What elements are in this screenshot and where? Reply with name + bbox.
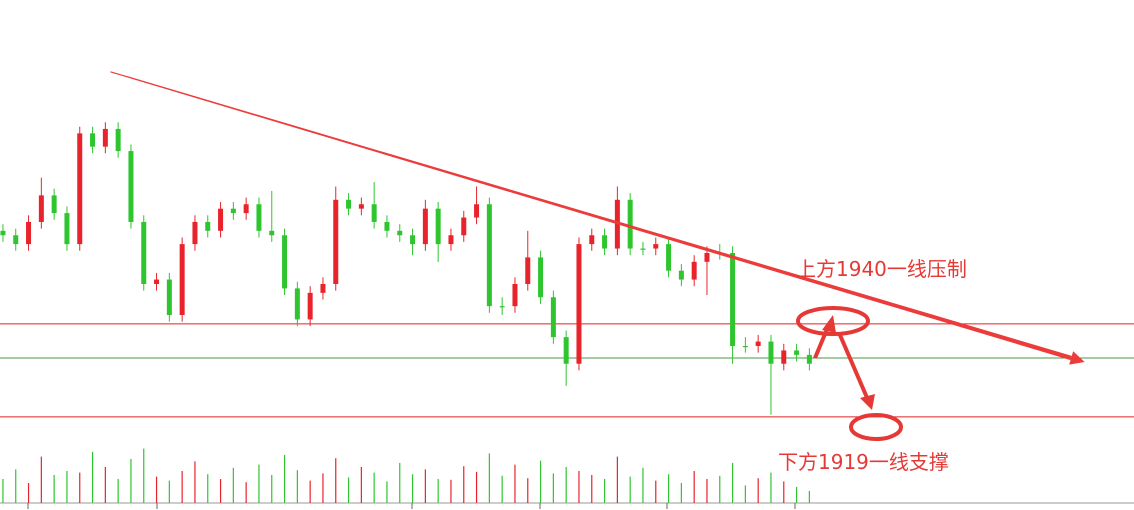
candle-body (525, 257, 531, 284)
candle-body (794, 350, 800, 355)
candle-body (704, 252, 710, 262)
candle-body (243, 204, 249, 214)
candle-body (742, 346, 748, 348)
candle-body (256, 204, 262, 231)
candle-body (90, 133, 96, 147)
plot (0, 71, 1134, 503)
candle-body (755, 341, 761, 347)
candle-body (115, 128, 121, 152)
candle-body (602, 235, 608, 249)
annotation: 下方1919一线支撑 (778, 450, 949, 474)
candle-body (371, 204, 377, 222)
candle-body (294, 288, 300, 320)
candle-body (627, 199, 633, 249)
candle-body (141, 221, 147, 284)
candle-body (346, 199, 352, 209)
candle-body (38, 195, 44, 222)
candle-body (26, 221, 32, 245)
candle-body (499, 306, 505, 308)
axis-ticks (27, 503, 796, 509)
candle-body (0, 230, 6, 236)
candle-body (205, 221, 211, 231)
annotation: 上方1940一线压制 (796, 257, 967, 281)
candle-body (448, 235, 454, 245)
candle-body (781, 350, 787, 364)
candle-body (307, 292, 313, 320)
candle-body (154, 279, 160, 284)
candle-body (64, 213, 70, 245)
candle-body (410, 235, 416, 245)
candle-body (358, 204, 364, 209)
candle-body (486, 204, 492, 307)
candle-body (768, 341, 774, 364)
candle-body (102, 128, 108, 147)
candle-body (218, 208, 224, 231)
candle-body (461, 217, 467, 236)
trend-arrowhead (1069, 351, 1085, 365)
candle-body (806, 354, 812, 364)
candle-body (282, 235, 288, 289)
candle-body (474, 204, 480, 218)
candle-body (678, 270, 684, 280)
candle-body (512, 283, 518, 307)
candle-body (640, 248, 646, 250)
candle-body (422, 208, 428, 245)
candle-body (269, 230, 275, 236)
candle-body (128, 151, 134, 222)
candle-body (179, 244, 185, 315)
trend-line (110, 71, 1072, 361)
candle-body (576, 244, 582, 364)
candle-body (13, 235, 19, 245)
candle-body (538, 257, 544, 298)
candle-body (550, 297, 556, 338)
candle-body (589, 235, 595, 245)
candle-body (563, 337, 569, 364)
candle-body (397, 230, 403, 236)
candle-body (435, 208, 441, 245)
annotation-arrowheads (822, 315, 875, 410)
candle-body (333, 199, 339, 284)
candle-body (653, 244, 659, 249)
candle-body (192, 221, 198, 245)
candle-body (666, 244, 672, 271)
annotation-shapes (796, 306, 903, 441)
candle-body (691, 261, 697, 280)
candle-body (166, 279, 172, 315)
candle-body (230, 208, 236, 214)
candle-body (77, 133, 83, 245)
candle-body (51, 195, 57, 214)
candle-body (384, 221, 390, 231)
candle-body (730, 252, 736, 347)
candle-body (320, 283, 326, 293)
